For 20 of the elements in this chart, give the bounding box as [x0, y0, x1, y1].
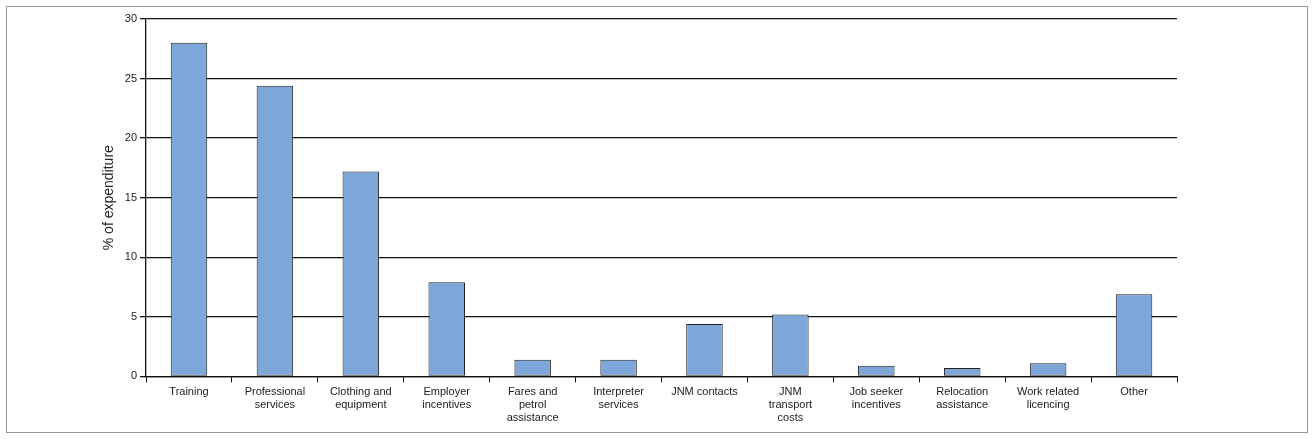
- y-tick-label: 5: [130, 309, 138, 322]
- x-tick-label: Interpreter services: [593, 385, 645, 411]
- x-tick-label: Employer incentives: [422, 385, 472, 411]
- y-axis-title: % of expenditure: [100, 144, 117, 251]
- x-tick-label: Training: [169, 385, 209, 398]
- x-tick-label: Work related licencing: [1017, 385, 1080, 411]
- x-tick-label: Relocation assistance: [936, 385, 989, 411]
- y-tick-label: 25: [124, 71, 138, 84]
- y-tick-label: 20: [124, 131, 138, 144]
- x-tick-label: Clothing and equipment: [329, 385, 392, 411]
- y-tick-label: 0: [130, 369, 138, 382]
- x-tick-label: Job seeker incentives: [849, 385, 904, 411]
- y-tick-label: 15: [124, 190, 138, 203]
- x-tick-label: JNM transport costs: [768, 385, 813, 424]
- y-tick-label: 30: [124, 12, 138, 25]
- x-tick-label: Other: [1120, 385, 1149, 398]
- y-tick-label: 10: [124, 250, 138, 263]
- x-tick-label: JNM contacts: [671, 385, 739, 398]
- x-tick-label: Professional services: [244, 385, 306, 411]
- x-tick-label: Fares and petrol assistance: [506, 385, 559, 424]
